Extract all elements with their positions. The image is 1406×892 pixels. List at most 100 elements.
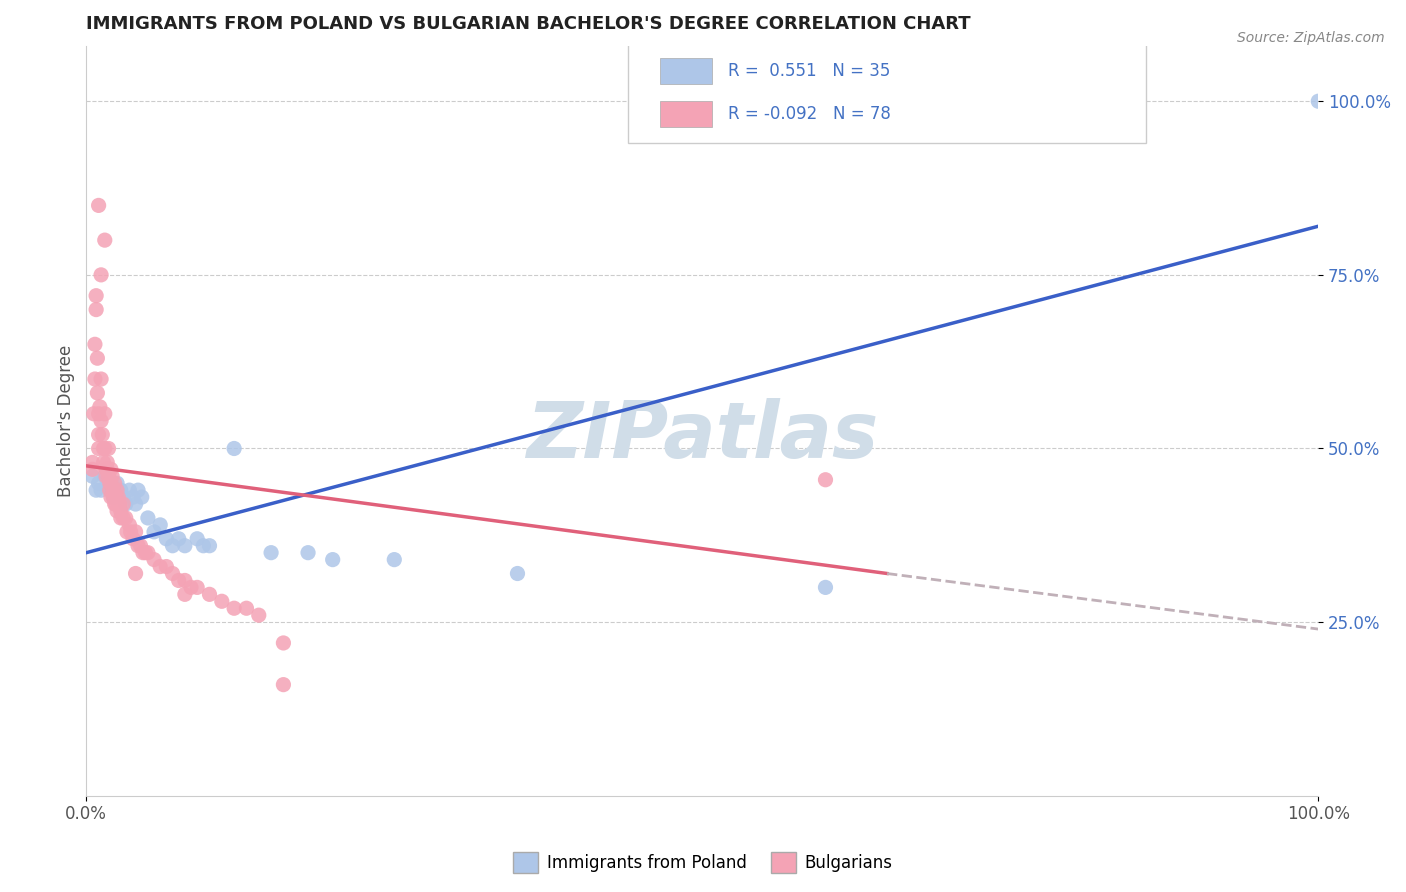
Point (155, 532, 177, 546)
Point (129, 539, 152, 553)
Point (107, 490, 129, 504)
Point (93, 442, 115, 456)
Point (97, 469, 120, 483)
Point (87, 198, 110, 212)
Point (136, 546, 159, 560)
Point (198, 587, 221, 601)
Point (100, 462, 122, 476)
Point (83, 407, 105, 421)
Point (84, 483, 107, 498)
Point (90, 268, 112, 282)
Point (110, 511, 132, 525)
Point (132, 546, 155, 560)
Point (100, 476, 122, 491)
Point (94, 233, 117, 247)
Text: R =  0.551   N = 35: R = 0.551 N = 35 (728, 62, 890, 80)
Point (322, 552, 344, 566)
Point (247, 608, 270, 623)
Point (97, 476, 120, 491)
Point (273, 678, 295, 692)
Point (84, 372, 107, 386)
Point (149, 559, 172, 574)
Point (297, 546, 319, 560)
Point (224, 601, 246, 615)
Point (155, 559, 177, 574)
Point (193, 539, 215, 553)
Point (186, 581, 208, 595)
Point (149, 517, 172, 532)
Y-axis label: Bachelor's Degree: Bachelor's Degree (58, 344, 75, 497)
Point (104, 490, 127, 504)
Point (90, 414, 112, 428)
Point (105, 504, 128, 518)
Point (103, 490, 125, 504)
Point (98, 483, 121, 498)
Point (143, 552, 166, 566)
Point (94, 407, 117, 421)
Point (87, 442, 110, 456)
Point (124, 524, 146, 539)
Point (87, 427, 110, 442)
Text: IMMIGRANTS FROM POLAND VS BULGARIAN BACHELOR'S DEGREE CORRELATION CHART: IMMIGRANTS FROM POLAND VS BULGARIAN BACH… (86, 15, 972, 33)
Point (94, 462, 117, 476)
Point (235, 601, 257, 615)
Point (103, 483, 125, 498)
Point (108, 497, 131, 511)
Point (82, 469, 104, 483)
Point (127, 539, 149, 553)
Point (112, 490, 135, 504)
Point (103, 490, 125, 504)
Point (89, 400, 111, 414)
Point (97, 442, 120, 456)
Point (110, 504, 132, 518)
Point (100, 490, 122, 504)
Point (814, 581, 837, 595)
Point (112, 511, 135, 525)
Point (96, 462, 118, 476)
FancyBboxPatch shape (628, 42, 1146, 144)
Point (382, 552, 405, 566)
Point (124, 566, 146, 581)
Point (134, 546, 156, 560)
Point (94, 469, 117, 483)
Point (211, 594, 233, 608)
FancyBboxPatch shape (661, 58, 713, 85)
Point (173, 587, 195, 601)
Point (101, 469, 124, 483)
Point (506, 566, 529, 581)
Point (173, 574, 195, 588)
Point (112, 497, 135, 511)
Point (124, 497, 146, 511)
Point (114, 511, 136, 525)
Point (84, 337, 107, 351)
Point (84, 288, 107, 302)
Point (167, 574, 190, 588)
Text: ZIPatlas: ZIPatlas (526, 398, 879, 474)
Legend: Immigrants from Poland, Bulgarians: Immigrants from Poland, Bulgarians (506, 846, 900, 880)
Point (86, 386, 108, 401)
Point (186, 532, 208, 546)
Point (105, 483, 128, 498)
Point (93, 455, 115, 469)
Point (814, 473, 837, 487)
Point (122, 490, 145, 504)
Point (1308, 94, 1330, 108)
Point (118, 483, 141, 498)
Point (87, 407, 110, 421)
Point (143, 524, 166, 539)
Point (94, 442, 117, 456)
Point (260, 546, 283, 560)
Point (180, 581, 202, 595)
Point (91, 427, 114, 442)
Point (104, 497, 127, 511)
Point (104, 497, 127, 511)
Point (100, 483, 122, 498)
Point (98, 476, 121, 491)
Point (131, 490, 153, 504)
Point (118, 517, 141, 532)
Point (86, 351, 108, 366)
Point (94, 469, 117, 483)
Point (115, 524, 138, 539)
Point (87, 476, 110, 491)
Point (104, 476, 127, 491)
